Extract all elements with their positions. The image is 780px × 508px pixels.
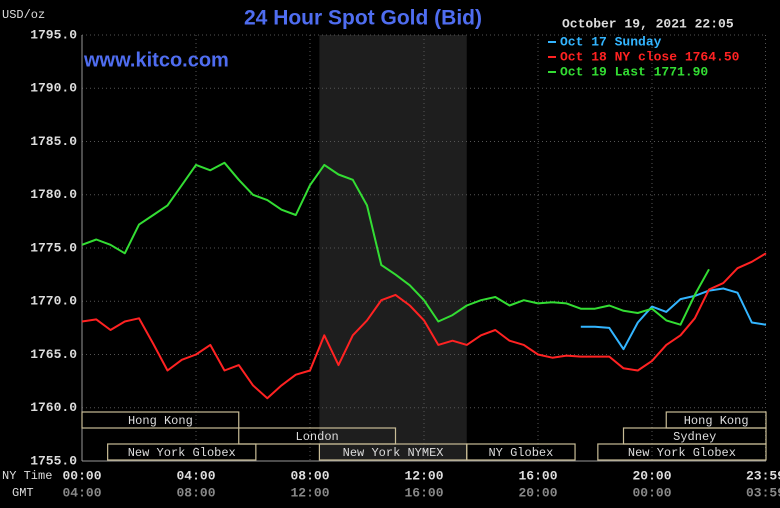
session-box [107, 443, 257, 461]
legend-label: Oct 18 NY close 1764.50 [560, 49, 740, 64]
y-tick-label: 1785.0 [30, 134, 77, 149]
x2-tick-label: 20:00 [518, 485, 557, 500]
session-label: New York Globex [628, 446, 736, 460]
plot-area [81, 34, 767, 462]
x2-tick-label: 16:00 [404, 485, 443, 500]
session-box [466, 443, 576, 461]
y-tick-label: 1795.0 [30, 27, 77, 42]
x-tick-label: 08:00 [290, 468, 329, 483]
y-tick-label: 1790.0 [30, 81, 77, 96]
x-tick-label: 00:00 [62, 468, 101, 483]
y-axis-label: USD/oz [2, 8, 45, 22]
session-label: Hong Kong [684, 414, 749, 428]
x2-tick-label: 08:00 [176, 485, 215, 500]
session-box [81, 411, 240, 429]
chart-title: 24 Hour Spot Gold (Bid) [244, 7, 482, 30]
legend-label: Oct 17 Sunday [560, 34, 662, 49]
x2-tick-label: 03:59 [746, 485, 780, 500]
session-label: New York NYMEX [343, 446, 444, 460]
x2-tick-label: 04:00 [62, 485, 101, 500]
session-label: NY Globex [488, 446, 553, 460]
y-tick-label: 1765.0 [30, 347, 77, 362]
x-axis-label: NY Time [2, 469, 52, 483]
series-line [81, 161, 710, 326]
y-tick-label: 1780.0 [30, 187, 77, 202]
series-line [81, 252, 767, 400]
timestamp: October 19, 2021 22:05 [562, 16, 734, 31]
y-tick-label: 1770.0 [30, 294, 77, 309]
x2-tick-label: 00:00 [632, 485, 671, 500]
x-tick-label: 04:00 [176, 468, 215, 483]
session-label: Sydney [673, 430, 716, 444]
session-label: Hong Kong [128, 414, 193, 428]
x-tick-label: 23:59 [746, 468, 780, 483]
x-tick-label: 20:00 [632, 468, 671, 483]
session-label: London [296, 430, 339, 444]
series-line [580, 287, 767, 351]
session-label: New York Globex [128, 446, 236, 460]
session-box [597, 443, 767, 461]
y-tick-label: 1775.0 [30, 240, 77, 255]
x2-tick-label: 12:00 [290, 485, 329, 500]
x-tick-label: 16:00 [518, 468, 557, 483]
x2-axis-label: GMT [12, 486, 34, 500]
y-tick-label: 1755.0 [30, 453, 77, 468]
legend-label: Oct 19 Last 1771.90 [560, 64, 708, 79]
site-label: www.kitco.com [83, 49, 229, 71]
x-tick-label: 12:00 [404, 468, 443, 483]
y-tick-label: 1760.0 [30, 400, 77, 415]
session-box [238, 427, 397, 445]
highlight-span [319, 35, 467, 461]
